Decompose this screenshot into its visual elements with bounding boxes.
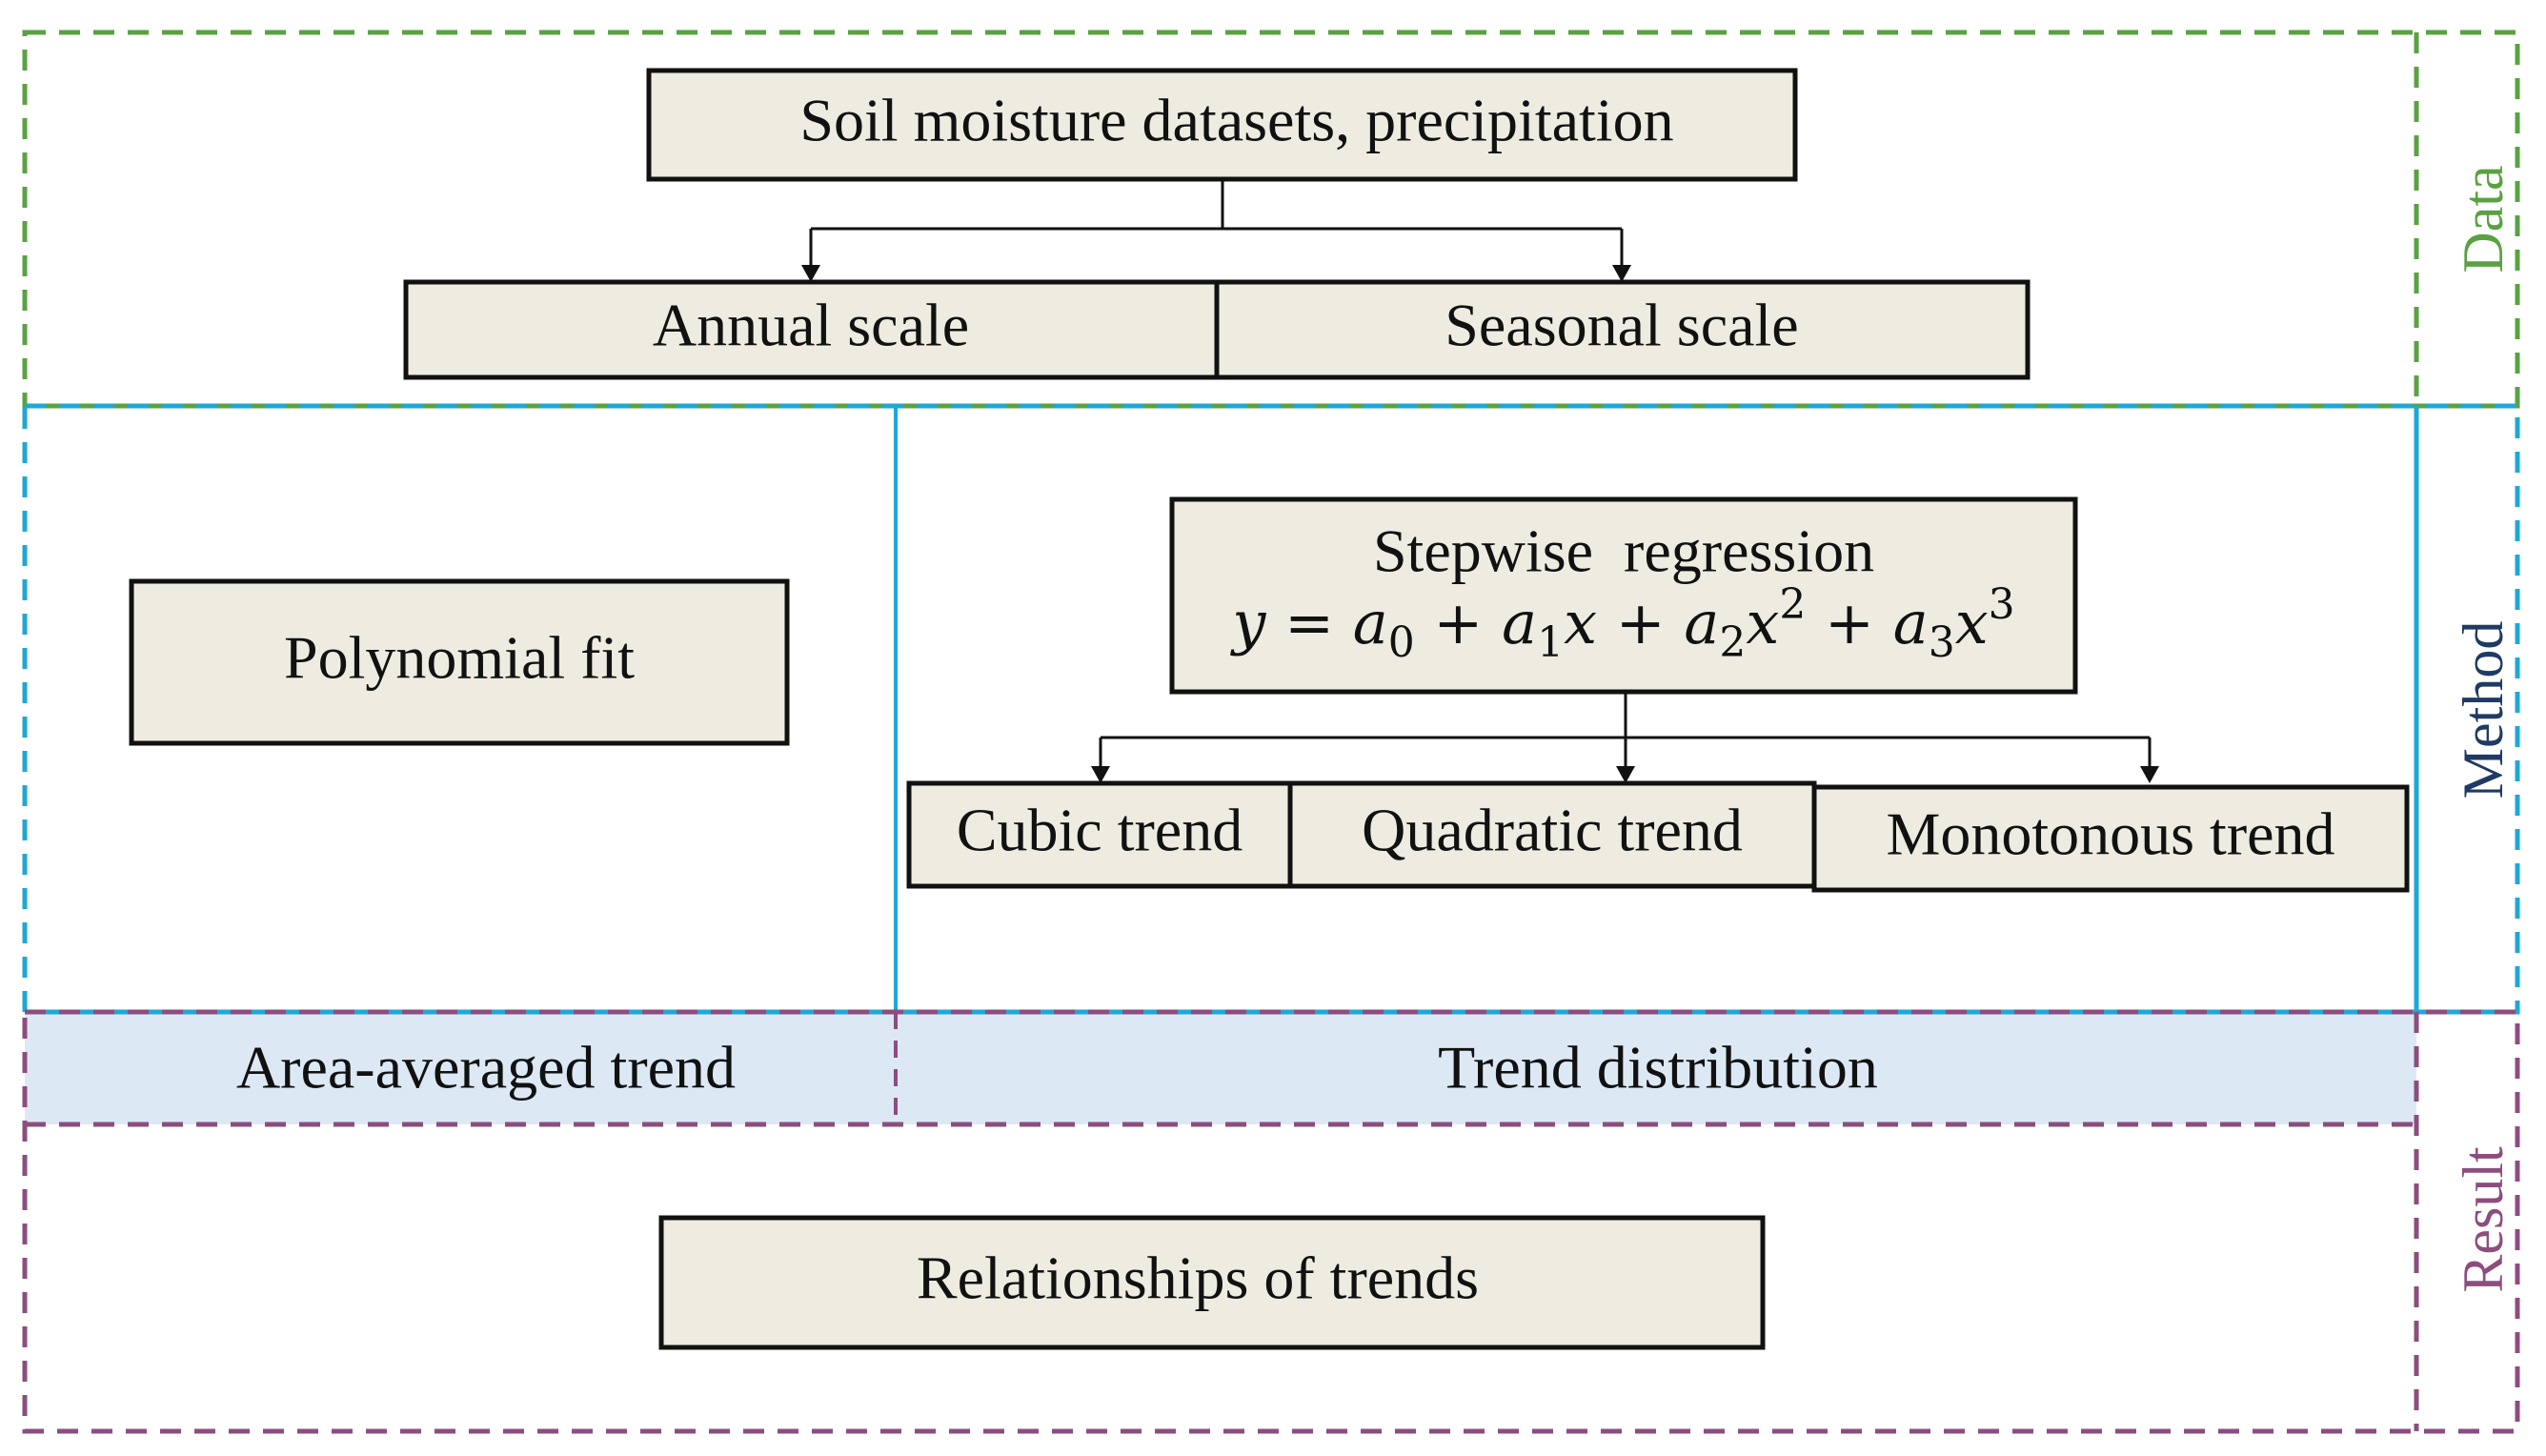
stepwise-regression-box: Stepwise regression y = a0 + a1x + a2x2 … (1169, 496, 2078, 695)
arrow-to-quadratic (1616, 766, 1635, 783)
source-box-label: Soil moisture datasets, precipitation (799, 87, 1673, 154)
annual-scale-label: Annual scale (653, 292, 969, 359)
stepwise-regression-formula: y = a0 + a1x + a2x2 + a3x3 (1229, 580, 2014, 667)
monotonous-trend-label: Monotonous trend (1886, 800, 2334, 868)
method-section-frame (22, 403, 2520, 1015)
source-box: Soil moisture datasets, precipitation (646, 68, 1798, 182)
cubic-trend-label: Cubic trend (957, 797, 1243, 864)
quadratic-trend-label: Quadratic trend (1362, 797, 1743, 864)
result-section-label: Result (2452, 1146, 2515, 1293)
quadratic-trend-box: Quadratic trend (1287, 780, 1817, 889)
relationships-box: Relationships of trends (658, 1215, 1766, 1350)
polynomial-fit-box: Polynomial fit (129, 578, 790, 746)
area-averaged-trend-label: Area-averaged trend (236, 1034, 736, 1102)
data-section-frame (22, 30, 2520, 409)
seasonal-scale-box: Seasonal scale (1214, 279, 2031, 380)
arrow-to-seasonal (1612, 265, 1631, 282)
result-band (25, 1012, 2416, 1124)
data-connectors (801, 179, 1631, 282)
result-section-frame (22, 1009, 2520, 1434)
monotonous-trend-box: Monotonous trend (1811, 784, 2410, 893)
annual-scale-box: Annual scale (403, 279, 1220, 380)
cubic-trend-box: Cubic trend (906, 780, 1293, 889)
arrow-to-monotonous (2140, 766, 2159, 783)
stepwise-regression-title: Stepwise regression (1373, 517, 1874, 585)
seasonal-scale-label: Seasonal scale (1445, 292, 1798, 359)
method-connectors (1091, 692, 2159, 783)
relationships-label: Relationships of trends (917, 1244, 1479, 1312)
trend-distribution-label: Trend distribution (1438, 1034, 1878, 1102)
data-section-label: Data (2452, 165, 2515, 273)
arrow-to-cubic (1091, 766, 1110, 783)
polynomial-fit-label: Polynomial fit (284, 624, 635, 692)
arrow-to-annual (801, 265, 820, 282)
method-section-label: Method (2452, 621, 2515, 799)
